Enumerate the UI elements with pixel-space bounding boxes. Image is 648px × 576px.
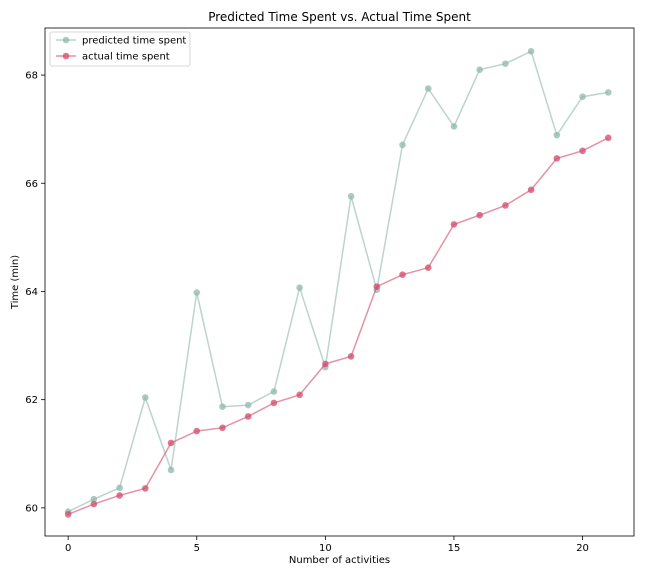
chart-title: Predicted Time Spent vs. Actual Time Spe…	[208, 10, 471, 24]
data-point	[527, 186, 535, 194]
y-axis-label: Time (min)	[10, 255, 21, 310]
x-tick-label: 5	[194, 543, 200, 554]
x-axis: 0 5 10 15 20	[65, 536, 589, 554]
data-point	[553, 155, 561, 162]
series-line	[67, 137, 609, 516]
series-predicted	[64, 47, 612, 515]
data-point	[219, 424, 226, 432]
y-tick-label: 60	[25, 503, 38, 514]
x-tick-label: 10	[319, 543, 332, 554]
y-tick-label: 64	[25, 287, 38, 298]
legend-item: predicted time spent	[56, 36, 186, 47]
data-point	[116, 484, 123, 492]
data-point	[64, 511, 72, 518]
data-point	[527, 47, 535, 55]
data-point	[553, 131, 561, 139]
data-point	[270, 388, 278, 395]
data-point	[579, 93, 586, 101]
data-point	[347, 353, 355, 360]
legend-box	[49, 31, 191, 67]
data-point	[450, 221, 458, 228]
legend-label: actual time spent	[82, 52, 170, 63]
data-point	[90, 495, 98, 503]
y-tick-label: 66	[25, 179, 38, 190]
data-point	[399, 141, 406, 149]
y-tick-label: 62	[25, 395, 38, 406]
data-point	[193, 289, 201, 296]
x-tick-label: 15	[448, 543, 461, 554]
data-point	[90, 500, 98, 508]
legend: predicted time spent actual time spent	[49, 31, 191, 67]
data-point	[399, 271, 406, 278]
data-point	[604, 89, 612, 96]
data-point	[219, 403, 226, 411]
data-point	[142, 485, 149, 492]
data-point	[270, 399, 278, 407]
data-point	[502, 202, 509, 209]
data-point	[424, 264, 432, 271]
data-point	[167, 439, 175, 447]
data-point	[347, 192, 355, 200]
data-point	[502, 60, 509, 68]
data-point	[579, 147, 586, 155]
legend-item: actual time spent	[56, 52, 170, 63]
data-point	[296, 284, 303, 291]
series-line	[67, 50, 609, 513]
data-point	[373, 283, 381, 290]
series-actual	[64, 134, 612, 518]
plot-area	[44, 27, 635, 537]
series-layer	[64, 47, 612, 518]
data-point	[244, 401, 252, 409]
data-point	[450, 123, 458, 130]
data-point	[167, 466, 175, 474]
data-point	[296, 391, 303, 399]
data-point	[476, 211, 483, 219]
data-point	[142, 394, 149, 401]
x-axis-label: Number of activities	[289, 555, 390, 566]
data-point	[244, 413, 252, 420]
data-point	[604, 134, 612, 142]
legend-swatch-marker	[62, 52, 70, 60]
data-point	[322, 360, 329, 368]
data-point	[476, 66, 483, 73]
data-point	[193, 427, 201, 435]
y-tick-label: 68	[25, 71, 38, 82]
data-point	[116, 492, 123, 499]
data-point	[424, 85, 432, 92]
x-tick-label: 20	[576, 543, 589, 554]
y-axis: 60 62 64 66 68	[25, 71, 45, 514]
legend-label: predicted time spent	[82, 36, 186, 47]
x-tick-label: 0	[65, 543, 71, 554]
legend-swatch-marker	[62, 36, 70, 44]
